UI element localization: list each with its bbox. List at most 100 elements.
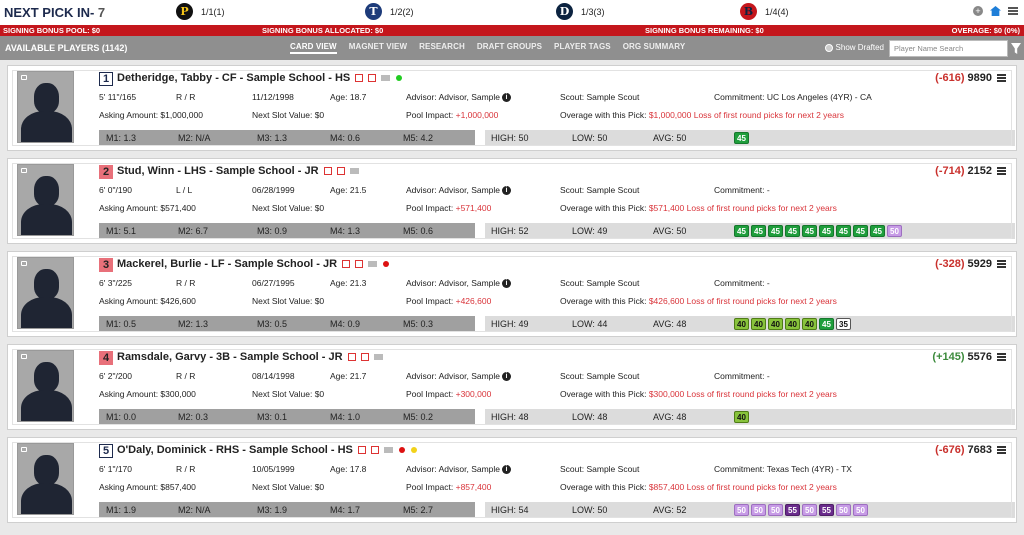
tab-org-summary[interactable]: ORG SUMMARY	[622, 42, 686, 51]
commitment-value: -	[766, 278, 770, 288]
tab-research[interactable]: RESEARCH	[419, 42, 465, 51]
notes-icon[interactable]	[355, 260, 364, 268]
grade-badge[interactable]: 45	[768, 225, 783, 237]
pool-impact: Pool Impact: +426,600	[406, 296, 491, 306]
video-icon[interactable]	[368, 261, 378, 267]
grade-badge[interactable]: 45	[734, 225, 749, 237]
grade-badge[interactable]: 50	[802, 504, 817, 516]
asking-value: $857,400	[160, 482, 196, 492]
list-icon[interactable]	[997, 260, 1006, 268]
video-icon[interactable]	[373, 354, 383, 360]
video-icon[interactable]	[383, 447, 393, 453]
draft-pick[interactable]: T 1/2(2)	[365, 3, 414, 20]
plus-circle-icon[interactable]: +	[973, 6, 983, 16]
grade-badge[interactable]: 50	[853, 504, 868, 516]
notes-icon[interactable]	[368, 74, 377, 82]
player-card[interactable]: 2 Stud, Winn - LHS - Sample School - JR (-…	[7, 158, 1017, 244]
list-icon[interactable]	[997, 353, 1006, 361]
player-card[interactable]: 1 Detheridge, Tabby - CF - Sample School …	[7, 65, 1017, 151]
tab-card-view[interactable]: CARD VIEW	[290, 42, 337, 54]
player-photo	[17, 71, 74, 143]
grade-badge[interactable]: 40	[785, 318, 800, 330]
player-name[interactable]: Ramsdale, Garvy - 3B - Sample School - J…	[117, 351, 343, 363]
radio-icon[interactable]	[824, 43, 833, 52]
grade-badge[interactable]: 35	[836, 318, 851, 330]
info-icon[interactable]: i	[502, 372, 512, 382]
list-icon[interactable]	[997, 446, 1006, 454]
external-link-icon[interactable]	[347, 353, 356, 361]
grade-badge[interactable]: 55	[785, 504, 800, 516]
hamburger-menu-icon[interactable]	[1008, 7, 1018, 15]
video-icon[interactable]	[381, 75, 391, 81]
video-icon[interactable]	[349, 168, 359, 174]
grade-badge[interactable]: 45	[734, 132, 749, 144]
grade-badge[interactable]: 50	[751, 504, 766, 516]
grade-badge[interactable]: 45	[819, 318, 834, 330]
list-icon[interactable]	[997, 167, 1006, 175]
overage-with-pick: Overage with this Pick: $571,400 Loss of…	[560, 203, 837, 213]
grade-badge[interactable]: 50	[768, 504, 783, 516]
tab-magnet-view[interactable]: MAGNET VIEW	[348, 42, 408, 51]
player-score: (+145) 5576	[932, 351, 1006, 363]
filter-icon[interactable]	[1011, 43, 1021, 54]
age: Age: 18.7	[330, 92, 366, 102]
grade-badge[interactable]: 45	[853, 225, 868, 237]
player-card[interactable]: 4 Ramsdale, Garvy - 3B - Sample School - …	[7, 344, 1017, 430]
grade-badge[interactable]: 40	[734, 411, 749, 423]
player-name[interactable]: Mackerel, Burlie - LF - Sample School - …	[117, 258, 338, 270]
grade-badge[interactable]: 40	[734, 318, 749, 330]
draft-pick[interactable]: P 1/1(1)	[176, 3, 225, 20]
list-icon[interactable]	[997, 74, 1006, 82]
grade-badge[interactable]: 55	[819, 504, 834, 516]
info-icon[interactable]: i	[502, 93, 512, 103]
notes-icon[interactable]	[370, 446, 379, 454]
grade-badge[interactable]: 50	[887, 225, 902, 237]
silhouette-head-icon	[34, 269, 59, 299]
grade-badge[interactable]: 40	[802, 318, 817, 330]
external-link-icon[interactable]	[357, 446, 366, 454]
player-name-search-input[interactable]: Player Name Search	[889, 40, 1008, 57]
player-name[interactable]: O'Daly, Dominick - RHS - Sample School -…	[117, 444, 353, 456]
camera-icon[interactable]	[21, 447, 27, 452]
draft-pick[interactable]: D 1/3(3)	[556, 3, 605, 20]
player-card[interactable]: 5 O'Daly, Dominick - RHS - Sample School …	[7, 437, 1017, 523]
home-icon[interactable]	[990, 6, 1001, 16]
grade-low: LOW: 44	[572, 319, 608, 329]
draft-pick[interactable]: B 1/4(4)	[740, 3, 789, 20]
grade-badge[interactable]: 45	[785, 225, 800, 237]
bats-throws-value: R / R	[176, 278, 196, 288]
external-link-icon[interactable]	[323, 167, 332, 175]
player-card[interactable]: 3 Mackerel, Burlie - LF - Sample School -…	[7, 251, 1017, 337]
grade-badge[interactable]: 50	[836, 504, 851, 516]
bats-throws-value: R / R	[176, 371, 196, 381]
camera-icon[interactable]	[21, 75, 27, 80]
info-icon[interactable]: i	[502, 186, 512, 196]
metric-m2: M2: 0.3	[178, 412, 209, 422]
grade-badge[interactable]: 40	[751, 318, 766, 330]
show-drafted-toggle[interactable]: Show Drafted	[824, 43, 884, 52]
tab-player-tags[interactable]: PLAYER TAGS	[554, 42, 611, 51]
info-icon[interactable]: i	[502, 279, 512, 289]
grade-badge[interactable]: 45	[751, 225, 766, 237]
external-link-icon[interactable]	[355, 74, 364, 82]
notes-icon[interactable]	[336, 167, 345, 175]
camera-icon[interactable]	[21, 354, 27, 359]
camera-icon[interactable]	[21, 261, 27, 266]
height-weight-value: 6' 3"/225	[99, 278, 132, 288]
grade-badge[interactable]: 45	[836, 225, 851, 237]
external-link-icon[interactable]	[342, 260, 351, 268]
grade-badge[interactable]: 45	[819, 225, 834, 237]
camera-icon[interactable]	[21, 168, 27, 173]
grade-badge[interactable]: 45	[802, 225, 817, 237]
grade-badge[interactable]: 45	[870, 225, 885, 237]
tab-draft-groups[interactable]: DRAFT GROUPS	[476, 42, 543, 51]
commitment-label: Commitment:	[714, 464, 767, 474]
info-icon[interactable]: i	[502, 465, 512, 475]
silhouette-body-icon	[21, 297, 72, 328]
notes-icon[interactable]	[360, 353, 369, 361]
grade-badge[interactable]: 50	[734, 504, 749, 516]
grade-badge[interactable]: 40	[768, 318, 783, 330]
metric-m1: M1: 0.5	[106, 319, 137, 329]
player-name[interactable]: Stud, Winn - LHS - Sample School - JR	[117, 165, 319, 177]
player-name[interactable]: Detheridge, Tabby - CF - Sample School -…	[117, 72, 351, 84]
